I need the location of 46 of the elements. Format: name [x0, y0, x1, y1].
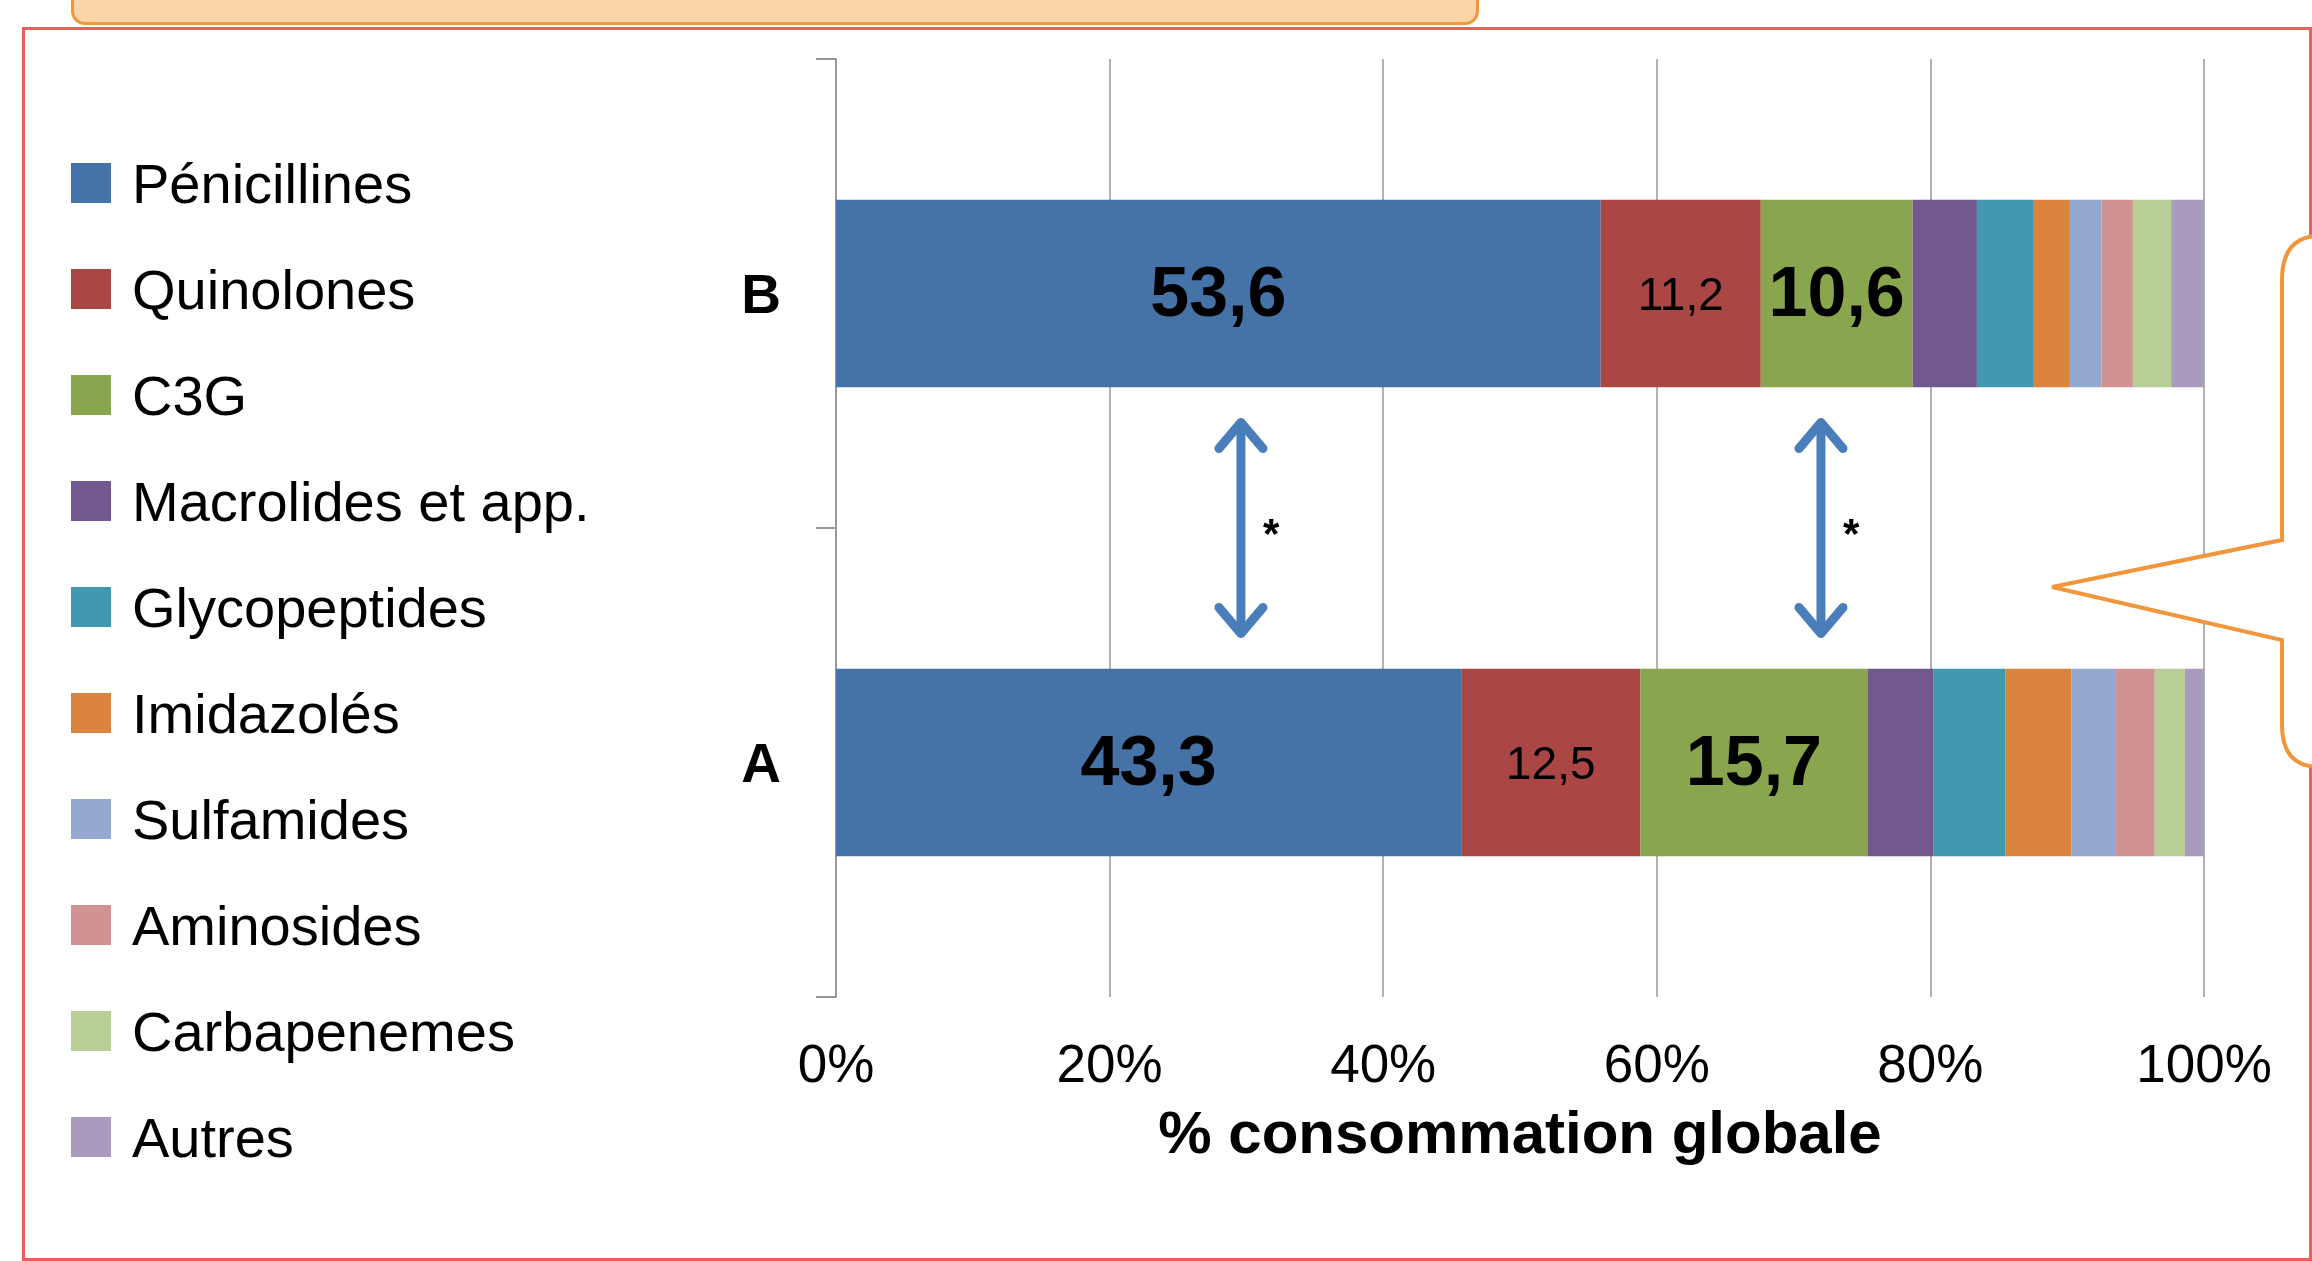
bar: [836, 199, 1601, 388]
bar: [1640, 668, 1868, 857]
bar: [2005, 668, 2072, 857]
legend-label: Quinolones: [132, 257, 416, 321]
annotation: *: [1262, 510, 1280, 557]
bar: [836, 668, 1462, 857]
annotation: 10,6: [1768, 252, 1905, 331]
legend-label: C3G: [132, 363, 248, 427]
annotation: 53,6: [1150, 252, 1287, 331]
annotation: 11,2: [1637, 267, 1724, 320]
bar: [2184, 668, 2204, 857]
x-tick-label: 100%: [2136, 1034, 2272, 1093]
bar: [1600, 199, 1761, 388]
x-tick-label: 60%: [1603, 1034, 1710, 1093]
bar: [1976, 199, 2033, 388]
bar: [2101, 199, 2133, 388]
legend-label: Aminosides: [132, 893, 422, 957]
bar: [1933, 668, 2006, 857]
bar: [2069, 199, 2102, 388]
bar: [1461, 668, 1641, 857]
x-tick-label: 0%: [797, 1034, 875, 1093]
legend-label: Macrolides et app.: [132, 469, 590, 533]
x-tick-label: 80%: [1877, 1034, 1984, 1093]
legend-label: Pénicillines: [132, 151, 413, 215]
y-tick-label: A: [741, 731, 781, 794]
bar: [2033, 199, 2070, 388]
legend-label: Autres: [132, 1105, 294, 1169]
x-axis-title: % consommation globale: [1158, 1098, 1882, 1166]
bar: [1867, 668, 1934, 857]
bar: [1912, 199, 1977, 388]
x-tick-label: 40%: [1330, 1034, 1437, 1093]
annotation: 12,5: [1506, 736, 1596, 789]
legend-label: Glycopeptides: [132, 575, 487, 639]
annotation: 43,3: [1080, 721, 1217, 800]
bar: [2154, 668, 2185, 857]
annotation: 15,7: [1685, 721, 1823, 800]
legend-label: Imidazolés: [132, 681, 400, 745]
bar: [2132, 199, 2172, 388]
y-tick-label: B: [741, 262, 781, 325]
legend-label: Carbapenemes: [132, 999, 515, 1063]
bar: [2071, 668, 2116, 857]
bar: [2115, 668, 2155, 857]
annotation: *: [1842, 510, 1860, 557]
bar: [2171, 199, 2204, 388]
x-tick-label: 20%: [1056, 1034, 1163, 1093]
legend-label: Sulfamides: [132, 787, 410, 851]
